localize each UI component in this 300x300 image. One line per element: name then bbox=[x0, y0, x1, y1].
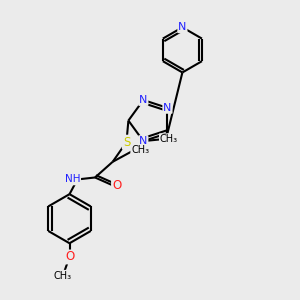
Text: CH₃: CH₃ bbox=[160, 134, 178, 144]
Text: O: O bbox=[112, 179, 121, 192]
Text: CH₃: CH₃ bbox=[54, 271, 72, 281]
Text: O: O bbox=[65, 250, 74, 263]
Text: N: N bbox=[163, 103, 172, 113]
Text: N: N bbox=[139, 95, 148, 105]
Text: N: N bbox=[139, 136, 148, 146]
Text: NH: NH bbox=[65, 174, 80, 184]
Text: CH₃: CH₃ bbox=[131, 145, 149, 155]
Text: N: N bbox=[178, 22, 187, 32]
Text: S: S bbox=[123, 136, 130, 148]
